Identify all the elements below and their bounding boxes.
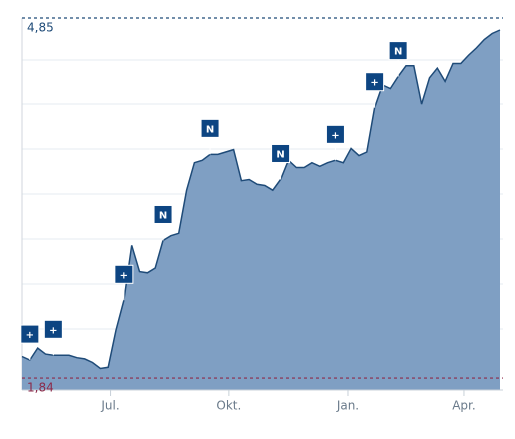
annotation-box: [20, 324, 40, 344]
annotation-box: [153, 204, 173, 224]
annotation-box: [200, 118, 220, 138]
x-tick-label: Jul.: [100, 399, 119, 413]
annotation-label: +: [331, 130, 339, 141]
reference-label: 4,85: [27, 21, 54, 35]
x-tick-label: Apr.: [452, 399, 475, 413]
annotation-label: N: [159, 210, 167, 221]
annotation-label: N: [276, 149, 284, 160]
area: [22, 30, 500, 390]
x-tick-label: Okt.: [216, 399, 241, 413]
annotation-label: +: [49, 325, 57, 336]
annotation-box: [114, 264, 134, 284]
annotation-box: [365, 72, 385, 92]
annotation-box: [325, 124, 345, 144]
annotation-box: [388, 41, 408, 61]
line: [21, 29, 501, 370]
reference-label: 1,84: [27, 381, 54, 395]
annotation-label: +: [370, 78, 378, 89]
annotation-label: N: [206, 124, 214, 135]
annotation-box: [271, 143, 291, 163]
annotation-label: N: [394, 47, 402, 58]
annotation-label: +: [26, 330, 34, 341]
x-tick-label: Jan.: [336, 399, 359, 413]
annotation-box: [43, 319, 63, 339]
annotation-label: +: [120, 270, 128, 281]
